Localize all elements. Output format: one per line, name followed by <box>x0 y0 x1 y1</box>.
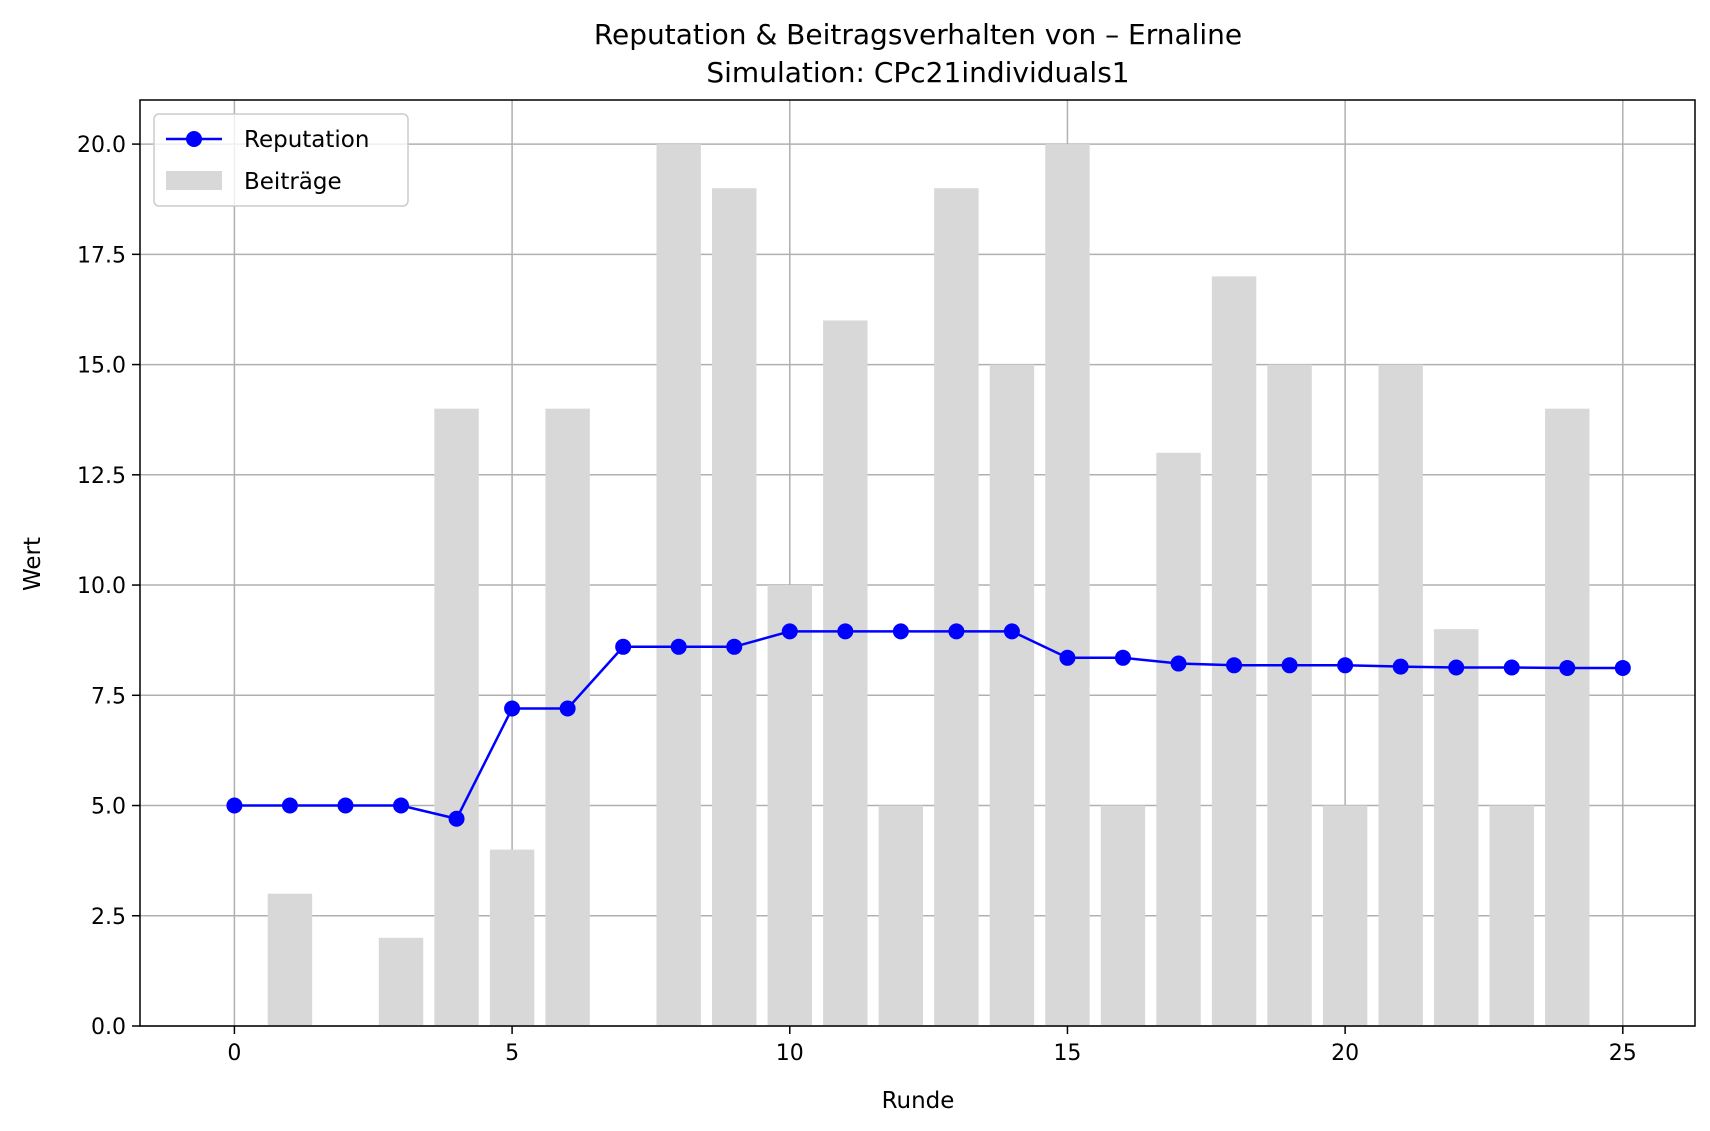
bar-beitraege <box>1322 805 1368 1026</box>
reputation-point <box>1503 659 1520 676</box>
bars-beitraege <box>267 144 1590 1027</box>
bar-beitraege <box>1100 805 1146 1026</box>
x-tick-label: 25 <box>1609 1041 1637 1066</box>
bar-beitraege <box>1045 144 1090 1027</box>
legend-reputation-marker <box>186 131 202 147</box>
y-tick-label: 0.0 <box>91 1015 126 1040</box>
y-axis-label: Wert <box>20 537 46 591</box>
reputation-point <box>226 797 243 814</box>
reputation-point <box>892 623 909 640</box>
bar-beitraege <box>1156 452 1201 1026</box>
bar-beitraege <box>1211 276 1257 1026</box>
reputation-point <box>1226 657 1243 674</box>
x-tick-label: 10 <box>776 1041 804 1066</box>
bar-beitraege <box>878 805 924 1026</box>
bar-beitraege <box>1378 364 1423 1027</box>
legend-beitraege-swatch <box>166 171 222 190</box>
bar-beitraege <box>489 849 535 1026</box>
chart-subtitle: Simulation: CPc21individuals1 <box>706 56 1129 89</box>
reputation-point <box>837 623 854 640</box>
reputation-point <box>670 638 687 655</box>
reputation-point <box>1059 649 1076 666</box>
legend-label-reputation: Reputation <box>244 127 369 153</box>
reputation-point <box>1448 659 1465 676</box>
y-tick-label: 7.5 <box>91 684 126 709</box>
bar-beitraege <box>1267 364 1312 1027</box>
reputation-point <box>448 810 465 827</box>
bar-beitraege <box>1433 629 1479 1026</box>
bar-beitraege <box>267 893 313 1026</box>
bar-beitraege <box>545 408 590 1027</box>
reputation-line-path <box>234 630 1623 821</box>
reputation-point <box>1003 623 1020 640</box>
x-axis-label: Runde <box>882 1088 955 1114</box>
reputation-point <box>1114 649 1131 666</box>
bar-beitraege <box>1489 805 1534 1026</box>
y-tick-label: 10.0 <box>77 574 126 599</box>
reputation-point <box>559 700 576 717</box>
x-tick-label: 0 <box>227 1041 241 1066</box>
bar-beitraege <box>434 408 479 1027</box>
bar-beitraege <box>989 364 1035 1027</box>
y-tick-label: 2.5 <box>91 905 126 930</box>
y-tick-label: 17.5 <box>77 243 126 268</box>
x-tick-label: 20 <box>1331 1041 1359 1066</box>
reputation-point <box>1337 657 1354 674</box>
y-axis-ticks: 0.0 2.5 5.0 7.5 10.0 12.5 15.0 17.5 20.0 <box>77 133 140 1040</box>
reputation-point <box>726 638 743 655</box>
bar-beitraege <box>712 188 757 1026</box>
reputation-point <box>1614 659 1631 676</box>
reputation-point <box>1281 657 1298 674</box>
reputation-point <box>781 623 798 640</box>
reputation-point <box>1392 658 1409 675</box>
bar-beitraege <box>1545 408 1590 1027</box>
x-tick-label: 5 <box>505 1041 519 1066</box>
legend-label-beitraege: Beiträge <box>244 169 342 195</box>
y-tick-label: 12.5 <box>77 464 126 489</box>
legend: Reputation Beiträge <box>153 113 409 207</box>
reputation-point <box>1170 655 1187 672</box>
bar-beitraege <box>378 937 424 1026</box>
bar-beitraege <box>823 320 868 1026</box>
x-tick-label: 15 <box>1053 1041 1081 1066</box>
reputation-point <box>948 623 965 640</box>
reputation-point <box>337 797 354 814</box>
x-axis-ticks: 0 5 10 15 20 25 <box>227 1026 1637 1066</box>
bar-beitraege <box>934 188 979 1026</box>
reputation-point <box>281 797 298 814</box>
plot-frame <box>139 99 1696 1027</box>
bar-beitraege <box>767 585 812 1026</box>
chart-title: Reputation & Beitragsverhalten von – Ern… <box>594 18 1242 51</box>
y-tick-label: 20.0 <box>77 133 126 158</box>
reputation-point <box>1559 659 1576 676</box>
reputation-point <box>393 797 410 814</box>
reputation-point <box>615 638 632 655</box>
y-tick-label: 15.0 <box>77 354 126 379</box>
line-reputation <box>226 623 1631 827</box>
bar-beitraege <box>656 144 701 1027</box>
reputation-point <box>504 700 521 717</box>
y-tick-label: 5.0 <box>91 795 126 820</box>
